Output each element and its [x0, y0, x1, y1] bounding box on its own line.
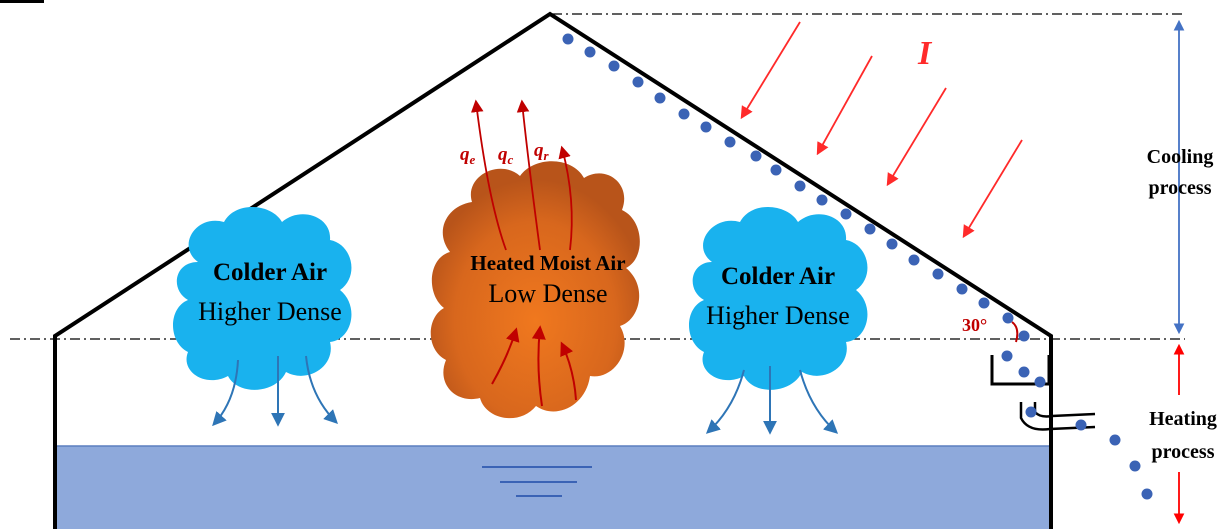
droplet — [908, 254, 920, 266]
droplet — [1001, 350, 1013, 362]
radiation-arrow — [962, 139, 1023, 239]
heat-flux-label: qe — [460, 144, 476, 167]
heat-flux-arrows — [470, 99, 573, 251]
heat-flux-label: qr — [534, 140, 550, 163]
droplet — [840, 208, 852, 220]
left-cloud-subtitle: Higher Dense — [198, 297, 342, 326]
droplet — [632, 76, 644, 88]
water-basin — [55, 446, 1051, 529]
cooling-label-line1: Cooling — [1147, 146, 1214, 168]
droplet — [750, 150, 762, 162]
droplet — [1034, 376, 1046, 388]
droplet — [978, 297, 990, 309]
radiation-arrow — [816, 55, 873, 156]
droplet — [678, 108, 690, 120]
condensate-droplets — [562, 33, 1153, 500]
left-cold-cloud — [173, 206, 352, 390]
droplet — [956, 283, 968, 295]
droplet — [1141, 488, 1153, 500]
droplet — [654, 92, 666, 104]
angle-arc — [1011, 321, 1019, 343]
center-updraft-arrows — [491, 325, 577, 407]
irradiance-symbol: I — [917, 35, 933, 72]
droplet — [932, 268, 944, 280]
heating-label-line2: process — [1152, 441, 1215, 463]
heat-flux-labels: qe qc qr — [460, 140, 550, 167]
droplet — [864, 223, 876, 235]
droplet — [1018, 366, 1030, 378]
center-cloud-title: Heated Moist Air — [470, 251, 625, 275]
left-cloud-downdraft-arrows — [212, 355, 338, 427]
water-level-symbol — [482, 466, 592, 497]
droplet — [584, 46, 596, 58]
angle-label: 30° — [962, 315, 987, 335]
droplet — [1109, 434, 1121, 446]
droplet — [608, 60, 620, 72]
droplet — [886, 238, 898, 250]
right-cloud-downdraft-arrows — [705, 366, 839, 435]
droplet — [1025, 406, 1037, 418]
droplet — [1002, 312, 1014, 324]
solar-radiation-arrows — [740, 21, 1023, 239]
droplet — [562, 33, 574, 45]
right-cloud-subtitle: Higher Dense — [706, 301, 850, 330]
right-cloud-title: Colder Air — [721, 263, 835, 290]
droplet — [816, 194, 828, 206]
droplet — [724, 136, 736, 148]
radiation-arrow — [886, 87, 947, 187]
left-cloud-title: Colder Air — [213, 259, 327, 286]
droplet — [794, 180, 806, 192]
center-hot-cloud — [430, 161, 640, 419]
droplet — [770, 164, 782, 176]
droplet — [1129, 460, 1141, 472]
corner-mark — [0, 0, 44, 3]
heating-label-line1: Heating — [1149, 408, 1217, 430]
radiation-arrow — [740, 21, 801, 120]
droplet — [700, 121, 712, 133]
droplet — [1018, 330, 1030, 342]
center-cloud-subtitle: Low Dense — [488, 279, 607, 308]
heat-flux-label: qc — [498, 144, 514, 167]
droplet — [1075, 419, 1087, 431]
cooling-label-line2: process — [1149, 177, 1212, 199]
collection-trough — [990, 355, 1051, 386]
right-cold-cloud — [689, 206, 868, 390]
still-housing — [53, 11, 1053, 529]
